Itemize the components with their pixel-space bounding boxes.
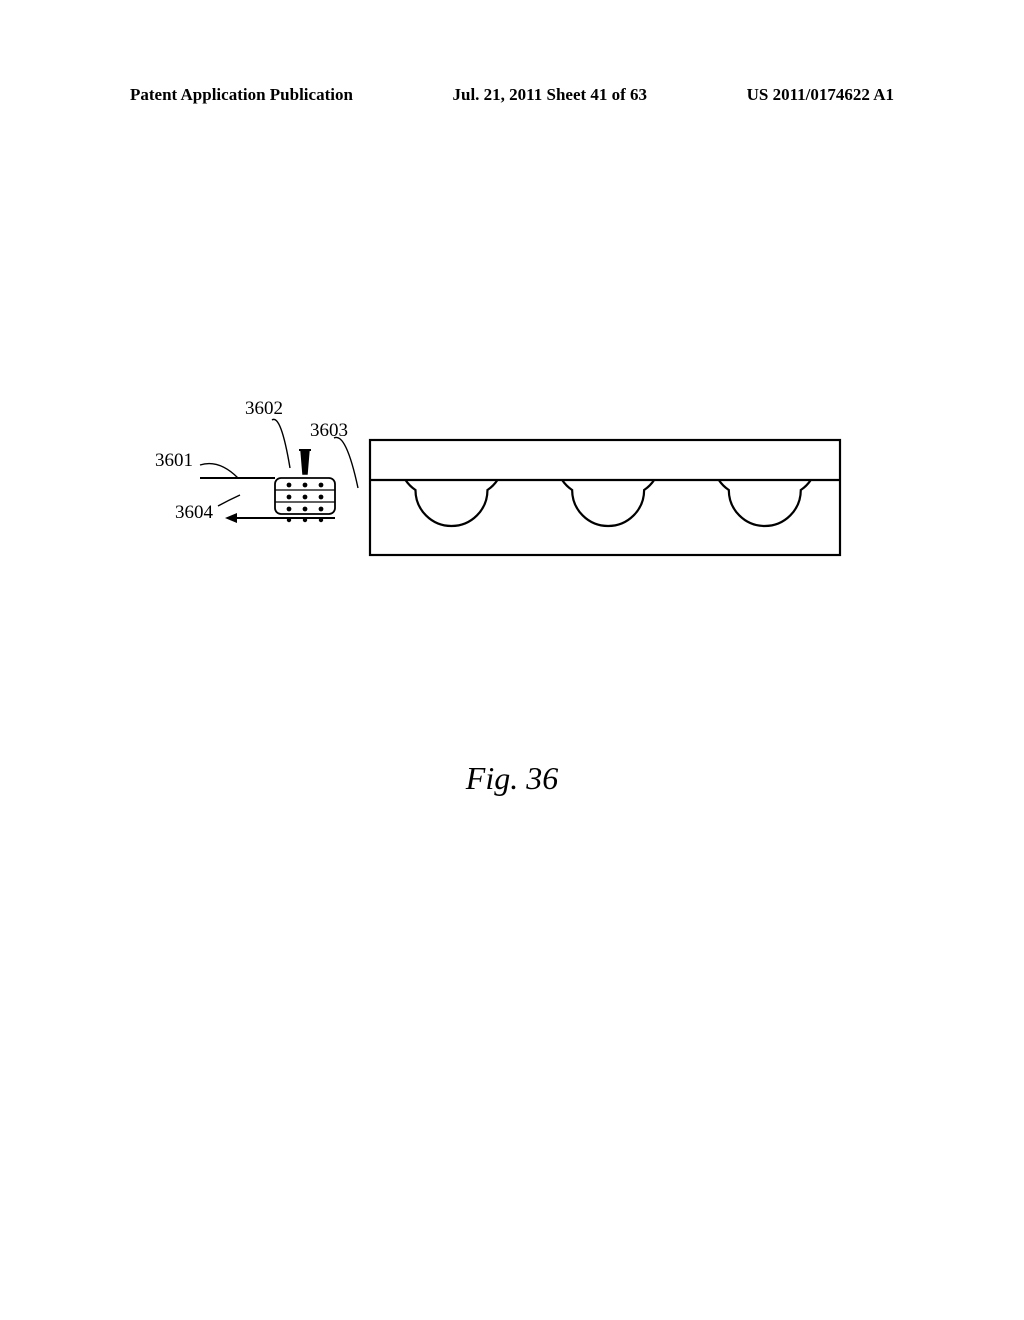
reference-label-3602: 3602	[245, 398, 283, 420]
reference-label-3603: 3603	[310, 420, 348, 442]
patent-diagram	[0, 0, 1024, 700]
reference-label-3601: 3601	[155, 450, 193, 472]
figure-caption: Fig. 36	[0, 760, 1024, 797]
reference-label-3604: 3604	[175, 502, 213, 524]
